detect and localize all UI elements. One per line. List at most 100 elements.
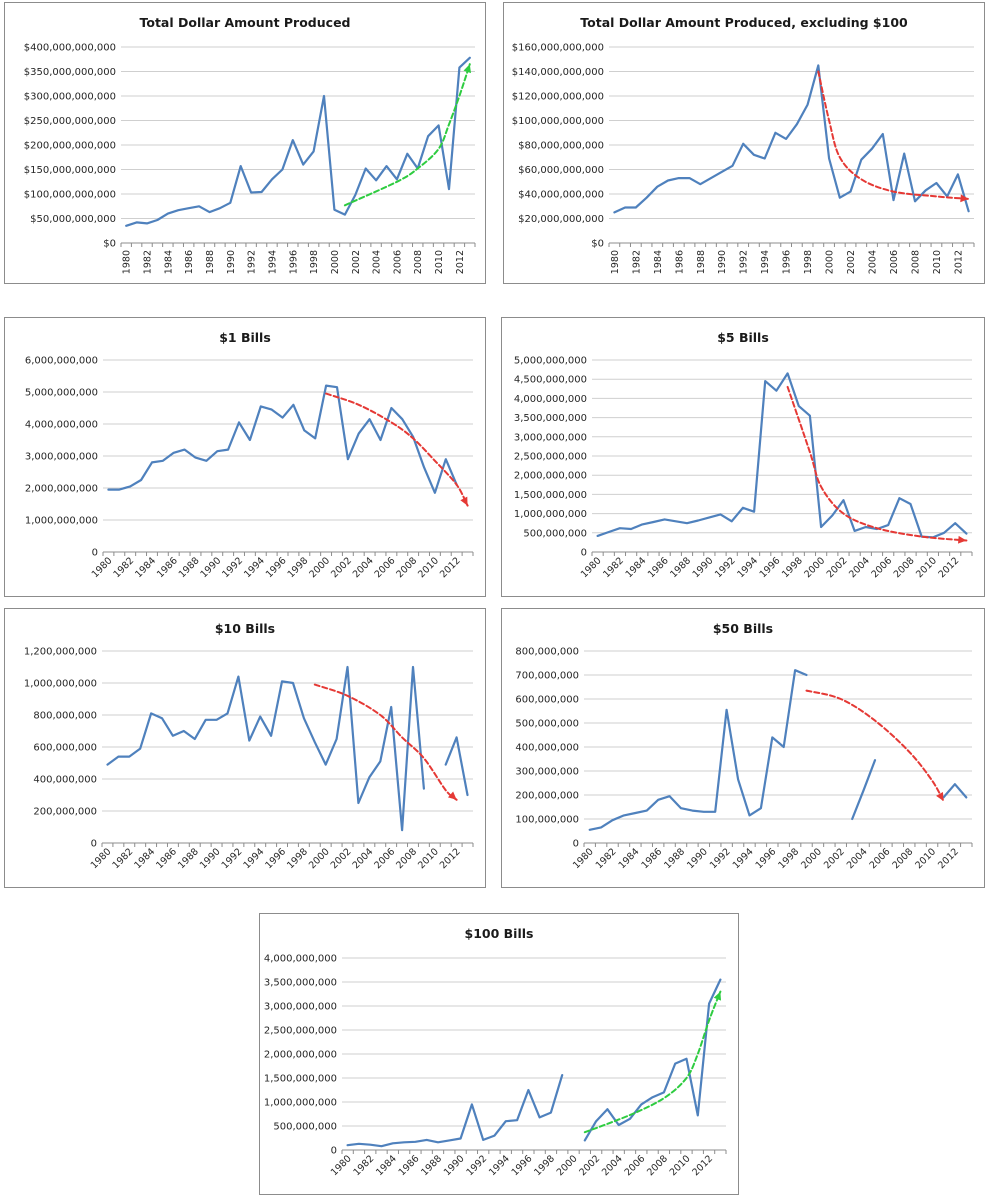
y-tick-label: 1,500,000,000: [264, 1074, 337, 1085]
y-tick-label: 5,000,000,000: [514, 356, 587, 367]
chart-svg: $100 Bills 0 500,000,000 1,000,000,000 1,500…: [264, 926, 727, 1178]
x-tick-label: 2008: [890, 846, 915, 871]
y-tick-label: $50,000,000,000: [30, 214, 116, 225]
y-tick-label: $20,000,000,000: [518, 214, 604, 225]
y-tick-label: 1,000,000,000: [514, 509, 587, 520]
x-tick-label: 1990: [226, 250, 237, 274]
y-tick-label: 1,000,000,000: [25, 516, 98, 527]
y-tick-label: 200,000,000: [33, 807, 97, 818]
trend-arrow: [817, 70, 970, 200]
y-tick-label: 0: [92, 548, 98, 559]
x-tick-label: 1982: [594, 846, 619, 871]
chart-5-bills: $5 Bills 0 500,000,000 1,000,000,000 1,500,0…: [501, 317, 985, 597]
x-tick-label: 1986: [155, 555, 180, 580]
chart-100-bills: $100 Bills 0 500,000,000 1,000,000,000 1,500…: [259, 913, 739, 1195]
x-tick-label: 1996: [288, 250, 299, 274]
y-tick-label: 0: [331, 1146, 337, 1157]
x-tick-label: 2010: [668, 1153, 693, 1178]
x-tick-label: 2002: [825, 555, 850, 580]
x-tick-label: 1988: [205, 250, 216, 274]
x-tick-label: 1980: [329, 1153, 354, 1178]
x-tick-label: 1982: [111, 846, 136, 871]
x-tick-label: 1986: [674, 250, 685, 274]
series-line: [588, 669, 808, 831]
x-tick-label: 2000: [307, 846, 332, 871]
trend-arrowhead: [958, 535, 967, 544]
x-tick-label: 2012: [936, 555, 961, 580]
y-tick-label: 3,500,000,000: [514, 413, 587, 424]
trend-arrowhead: [713, 991, 722, 1001]
x-tick-label: 1994: [487, 1153, 512, 1178]
y-tick-label: 4,000,000,000: [514, 394, 587, 405]
x-tick-label: 2006: [392, 250, 403, 274]
x-tick-label: 1990: [199, 555, 224, 580]
x-tick-label: 1998: [803, 250, 814, 274]
x-tick-label: 2006: [623, 1153, 648, 1178]
x-tick-label: 1986: [154, 846, 179, 871]
x-tick-label: 2010: [913, 846, 938, 871]
chart-svg: $50 Bills 0 100,000,000 200,000,000 300,000,…: [515, 621, 973, 871]
x-tick-label: 2000: [307, 555, 332, 580]
x-tick-label: 2010: [416, 555, 441, 580]
y-tick-label: 2,000,000,000: [264, 1050, 337, 1061]
y-tick-label: 200,000,000: [515, 791, 579, 802]
y-tick-label: 700,000,000: [515, 671, 579, 682]
chart-svg: $10 Bills 0 200,000,000 400,000,000 600,000,…: [24, 621, 474, 871]
x-tick-label: 2006: [372, 846, 397, 871]
x-tick-label: 2010: [416, 846, 441, 871]
trend-arrowhead: [936, 792, 944, 801]
x-tick-label: 2012: [690, 1153, 715, 1178]
trend-arrow: [343, 63, 471, 207]
y-tick-label: 3,500,000,000: [264, 978, 337, 989]
x-tick-label: 1998: [286, 555, 311, 580]
series-line: [125, 56, 471, 227]
chart-title: $5 Bills: [717, 330, 769, 345]
x-tick-label: 1998: [780, 555, 805, 580]
x-tick-label: 2004: [600, 1153, 625, 1178]
y-tick-label: $140,000,000,000: [512, 67, 604, 78]
trend-arrow: [313, 683, 458, 801]
x-tick-label: 2006: [889, 250, 900, 274]
x-tick-label: 2002: [351, 250, 362, 274]
y-tick-label: 1,000,000,000: [264, 1098, 337, 1109]
y-tick-label: 3,000,000,000: [25, 452, 98, 463]
y-tick-label: 400,000,000: [515, 743, 579, 754]
x-tick-label: 2010: [914, 555, 939, 580]
x-tick-label: 2000: [799, 846, 824, 871]
x-tick-label: 1988: [176, 846, 201, 871]
x-tick-label: 1982: [351, 1153, 376, 1178]
x-tick-label: 1988: [662, 846, 687, 871]
y-tick-label: 4,500,000,000: [514, 375, 587, 386]
series-line: [596, 372, 968, 539]
x-tick-label: 2008: [413, 250, 424, 274]
x-tick-label: 2004: [845, 846, 870, 871]
x-tick-label: 1982: [601, 555, 626, 580]
x-tick-label: 1982: [111, 555, 136, 580]
x-tick-label: 1994: [267, 250, 278, 274]
x-tick-label: 1990: [442, 1153, 467, 1178]
y-tick-label: $80,000,000,000: [518, 141, 604, 152]
x-tick-label: 1984: [132, 846, 157, 871]
x-tick-label: 1984: [624, 555, 649, 580]
y-tick-label: 1,200,000,000: [24, 647, 97, 658]
trend-arrow: [325, 392, 469, 507]
y-tick-label: $40,000,000,000: [518, 190, 604, 201]
trend-arrowhead: [460, 496, 468, 506]
y-tick-label: $0: [103, 239, 116, 250]
y-tick-label: 600,000,000: [515, 695, 579, 706]
x-tick-label: 1992: [220, 846, 245, 871]
x-tick-label: 2004: [351, 846, 376, 871]
chart-10-bills: $10 Bills 0 200,000,000 400,000,000 600,000,…: [4, 608, 486, 888]
y-tick-label: $160,000,000,000: [512, 43, 604, 54]
x-tick-label: 1994: [735, 555, 760, 580]
x-tick-label: 1984: [617, 846, 642, 871]
chart-title: Total Dollar Amount Produced: [140, 15, 351, 30]
y-tick-label: 4,000,000,000: [25, 420, 98, 431]
chart-title: $10 Bills: [215, 621, 275, 636]
x-tick-label: 1992: [220, 555, 245, 580]
x-tick-label: 1996: [758, 555, 783, 580]
y-tick-label: 800,000,000: [515, 647, 579, 658]
x-tick-label: 1992: [464, 1153, 489, 1178]
chart-total-dollar-amount: Total Dollar Amount Produced $0 $50,000,00…: [4, 2, 486, 284]
x-tick-label: 2010: [434, 250, 445, 274]
